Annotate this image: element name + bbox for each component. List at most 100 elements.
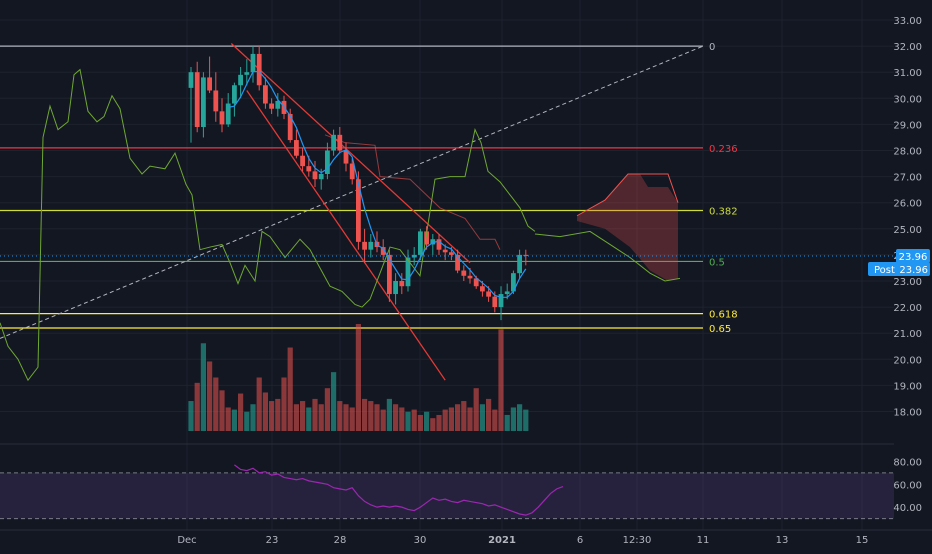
candle-body	[337, 134, 343, 151]
post-value: 23.96	[899, 265, 928, 276]
candle-body	[232, 85, 237, 104]
candle-body	[331, 134, 336, 151]
candle-body	[312, 171, 318, 180]
price-tick-label: 27.00	[893, 173, 922, 184]
volume-bar	[424, 411, 430, 431]
volume-bar	[380, 409, 386, 431]
price-tick-label: 30.00	[893, 94, 922, 105]
volume-bar	[324, 388, 330, 431]
candle-body	[368, 241, 374, 250]
candle-body	[430, 239, 436, 245]
volume-bar	[207, 361, 213, 431]
volume-bar	[405, 411, 411, 431]
volume-bar	[417, 414, 423, 431]
time-tick-label: 6	[577, 535, 583, 546]
volume-bar	[473, 388, 479, 431]
volume-bar	[467, 407, 473, 431]
candle-body	[269, 103, 274, 109]
candle-body	[411, 254, 417, 258]
candle-body	[201, 77, 206, 128]
candle-body	[194, 72, 200, 128]
candle-body	[318, 173, 324, 180]
candle-body	[405, 257, 411, 287]
price-tick-label: 18.00	[893, 408, 922, 419]
fib-level-label: 0.5	[709, 257, 725, 268]
price-tick-label: 26.00	[893, 199, 922, 210]
candle-body	[449, 252, 454, 255]
volume-bar	[517, 404, 523, 431]
fib-level-label: 0.236	[709, 144, 738, 155]
volume-bar	[523, 409, 529, 431]
candle-body	[523, 254, 529, 256]
drawing-tools[interactable]: 0 0.236 0.382 0.5 0.618 0.65	[0, 42, 738, 381]
volume-bar	[498, 329, 504, 431]
candle-body	[467, 275, 473, 279]
candle-body	[486, 291, 491, 297]
volume-bar	[362, 398, 368, 431]
candle-body	[517, 254, 522, 274]
candle-body	[219, 111, 225, 125]
volume-bar	[349, 407, 355, 431]
candle-body	[207, 77, 212, 91]
candle-body	[250, 53, 256, 73]
volume-bar	[374, 404, 380, 431]
candle-body	[399, 281, 405, 287]
time-tick-label: 15	[856, 535, 869, 546]
candle-body	[387, 254, 392, 295]
volume-bar	[269, 401, 275, 431]
time-tick-label: 30	[414, 535, 427, 546]
cloud-edge-upper	[576, 173, 679, 217]
candle-body	[213, 90, 219, 112]
volume-bar	[250, 404, 256, 431]
time-tick-label: Dec	[177, 535, 196, 546]
volume-bar	[213, 377, 219, 431]
volume-bar	[337, 401, 343, 431]
time-tick-label: 13	[776, 535, 789, 546]
volume-bar	[275, 398, 281, 431]
rsi-pane[interactable]	[0, 464, 894, 520]
candle-body	[300, 155, 305, 167]
cloud-edge-past	[324, 134, 501, 250]
volume-bar	[231, 409, 237, 431]
candle-body	[275, 100, 281, 109]
volume-bar	[343, 404, 349, 431]
volume-bar	[300, 401, 306, 431]
grid-lines	[0, 0, 894, 530]
volume-bar	[479, 404, 485, 431]
volume-bar	[355, 324, 361, 431]
candle-body	[244, 72, 250, 75]
time-tick-label: 11	[697, 535, 710, 546]
volume-bar	[492, 409, 498, 431]
volume-bar	[430, 418, 436, 431]
lagging-span-line	[0, 68, 536, 382]
time-tick-label: 28	[334, 535, 347, 546]
candle-body	[473, 278, 479, 287]
candle-body	[225, 103, 231, 125]
fib-level-label: 0	[709, 42, 715, 53]
volume-bar	[461, 401, 467, 431]
volume-bar	[293, 404, 299, 431]
price-tick-label: 28.00	[893, 147, 922, 158]
candle-body	[480, 286, 485, 292]
volume-bar	[393, 404, 399, 431]
rsi-band	[0, 472, 894, 519]
last-price-tag	[896, 248, 930, 263]
post-price-tag	[868, 261, 930, 276]
candle-body	[393, 281, 398, 295]
price-tick-label: 21.00	[893, 329, 922, 340]
cloud-area	[577, 173, 678, 281]
candle-body	[511, 273, 516, 292]
channel-lower	[246, 90, 446, 381]
candle-body	[492, 296, 498, 308]
volume-bar	[312, 398, 318, 431]
rsi-line	[234, 464, 564, 516]
candle-body	[238, 74, 243, 86]
volume-bar	[411, 409, 417, 431]
volume-bar	[219, 390, 225, 431]
price-tick-label: 25.00	[893, 225, 922, 236]
fib-level-label: 0.618	[709, 310, 738, 321]
volume-bar	[442, 409, 448, 431]
volume-bar	[281, 377, 287, 431]
